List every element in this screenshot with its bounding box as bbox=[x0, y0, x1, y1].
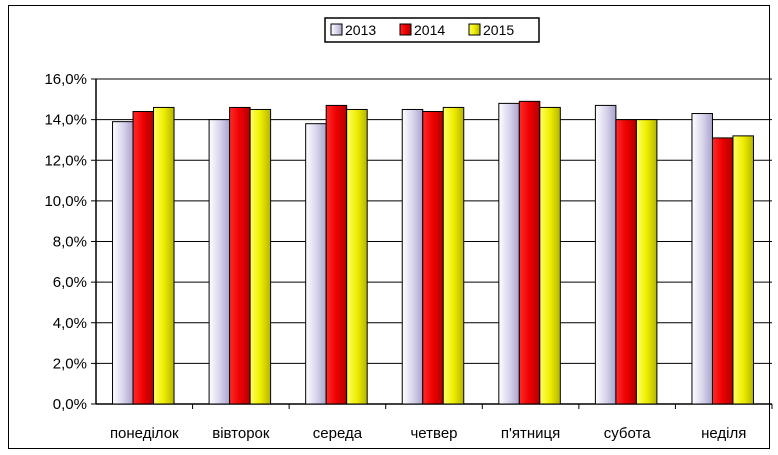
bar-2013-5 bbox=[594, 104, 617, 405]
legend-label-2015: 2015 bbox=[483, 22, 514, 38]
bar-2013-3 bbox=[401, 108, 424, 405]
bar-2015-4 bbox=[539, 106, 561, 405]
legend: 2013 2014 2015 bbox=[324, 17, 540, 43]
bar-2014-0 bbox=[132, 111, 155, 405]
x-tick-label: середа bbox=[313, 425, 363, 442]
x-tick-label: четвер bbox=[410, 425, 457, 442]
y-tick-label: 16,0% bbox=[44, 71, 87, 88]
y-tick-label: 6,0% bbox=[53, 274, 87, 291]
y-tick-label: 8,0% bbox=[53, 234, 87, 251]
bar-2013-0 bbox=[112, 121, 134, 405]
legend-swatch-2013 bbox=[330, 23, 343, 36]
bar-2014-5 bbox=[615, 119, 637, 405]
legend-label-2014: 2014 bbox=[414, 22, 445, 38]
bar-2014-4 bbox=[518, 100, 541, 405]
bar-2015-2 bbox=[346, 108, 368, 405]
y-tick-label: 2,0% bbox=[53, 355, 87, 372]
x-tick-label: неділя bbox=[701, 425, 746, 442]
legend-label-2013: 2013 bbox=[345, 22, 376, 38]
legend-swatch-2015 bbox=[468, 23, 481, 36]
y-tick-label: 14,0% bbox=[44, 112, 87, 129]
bar-2015-1 bbox=[249, 108, 272, 405]
x-tick-label: субота bbox=[604, 425, 651, 442]
x-tick-label: вівторок bbox=[212, 425, 270, 442]
y-tick-label: 0,0% bbox=[53, 396, 87, 413]
bar-2014-3 bbox=[422, 111, 444, 405]
bar-2015-5 bbox=[635, 119, 658, 405]
bar-2014-2 bbox=[325, 104, 348, 405]
legend-swatch-2014 bbox=[399, 23, 412, 36]
y-tick-label: 4,0% bbox=[53, 315, 87, 332]
x-tick-label: понеділок bbox=[110, 425, 179, 442]
y-tick-label: 12,0% bbox=[44, 152, 87, 169]
bar-2013-2 bbox=[305, 123, 327, 405]
bar-2014-1 bbox=[229, 106, 251, 405]
bar-2013-6 bbox=[691, 113, 713, 405]
bar-2013-4 bbox=[498, 102, 520, 405]
bar-2015-6 bbox=[732, 135, 754, 405]
legend-box bbox=[324, 17, 540, 43]
x-tick-label: п'ятниця bbox=[501, 425, 560, 442]
bar-2015-0 bbox=[153, 106, 175, 405]
bars bbox=[112, 100, 754, 405]
bar-2014-6 bbox=[711, 137, 734, 405]
bar-2013-1 bbox=[208, 119, 231, 405]
bar-2015-3 bbox=[442, 106, 465, 405]
y-tick-label: 10,0% bbox=[44, 193, 87, 210]
